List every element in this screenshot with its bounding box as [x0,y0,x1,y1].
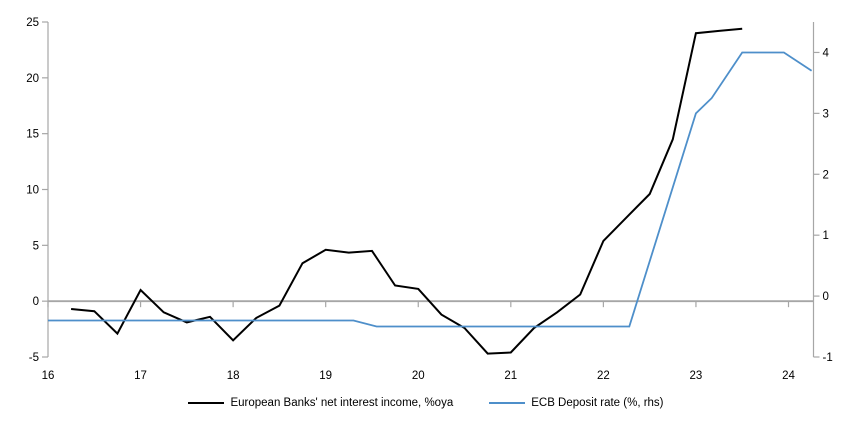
legend-item-net-interest-income: European Banks' net interest income, %oy… [188,397,453,409]
legend-item-ecb-deposit-rate: ECB Deposit rate (%, rhs) [489,397,664,409]
legend-label: European Banks' net interest income, %oy… [230,397,454,409]
legend-line-swatch-blue-icon [489,402,526,404]
legend-label: ECB Deposit rate (%, rhs) [531,397,664,409]
svg-text:10: 10 [26,185,39,197]
svg-text:1: 1 [823,230,829,242]
x-axis: 16 17 18 19 20 21 22 23 24 [42,300,814,382]
svg-text:16: 16 [42,370,55,382]
svg-text:-5: -5 [29,352,39,364]
series-net-interest-income [71,27,743,355]
svg-text:21: 21 [504,370,517,382]
series-ecb-deposit-rate [48,51,813,328]
right-axis: -1 0 1 2 3 4 [812,22,833,364]
svg-text:18: 18 [227,370,240,382]
svg-text:3: 3 [823,108,829,120]
svg-text:17: 17 [134,370,147,382]
svg-text:0: 0 [33,296,39,308]
svg-text:2: 2 [823,169,829,181]
svg-text:5: 5 [33,240,39,252]
svg-text:20: 20 [412,370,425,382]
chart-legend: European Banks' net interest income, %oy… [0,393,852,413]
svg-text:23: 23 [690,370,703,382]
svg-text:19: 19 [319,370,332,382]
svg-text:25: 25 [26,17,39,29]
svg-text:20: 20 [26,73,39,85]
svg-text:15: 15 [26,129,39,141]
svg-text:24: 24 [782,370,795,382]
svg-text:-1: -1 [823,352,833,364]
svg-text:0: 0 [823,291,829,303]
legend-line-swatch-black-icon [188,402,225,404]
svg-text:22: 22 [597,370,610,382]
left-axis: -5 0 5 10 15 20 25 [26,17,49,364]
svg-text:4: 4 [823,47,830,59]
